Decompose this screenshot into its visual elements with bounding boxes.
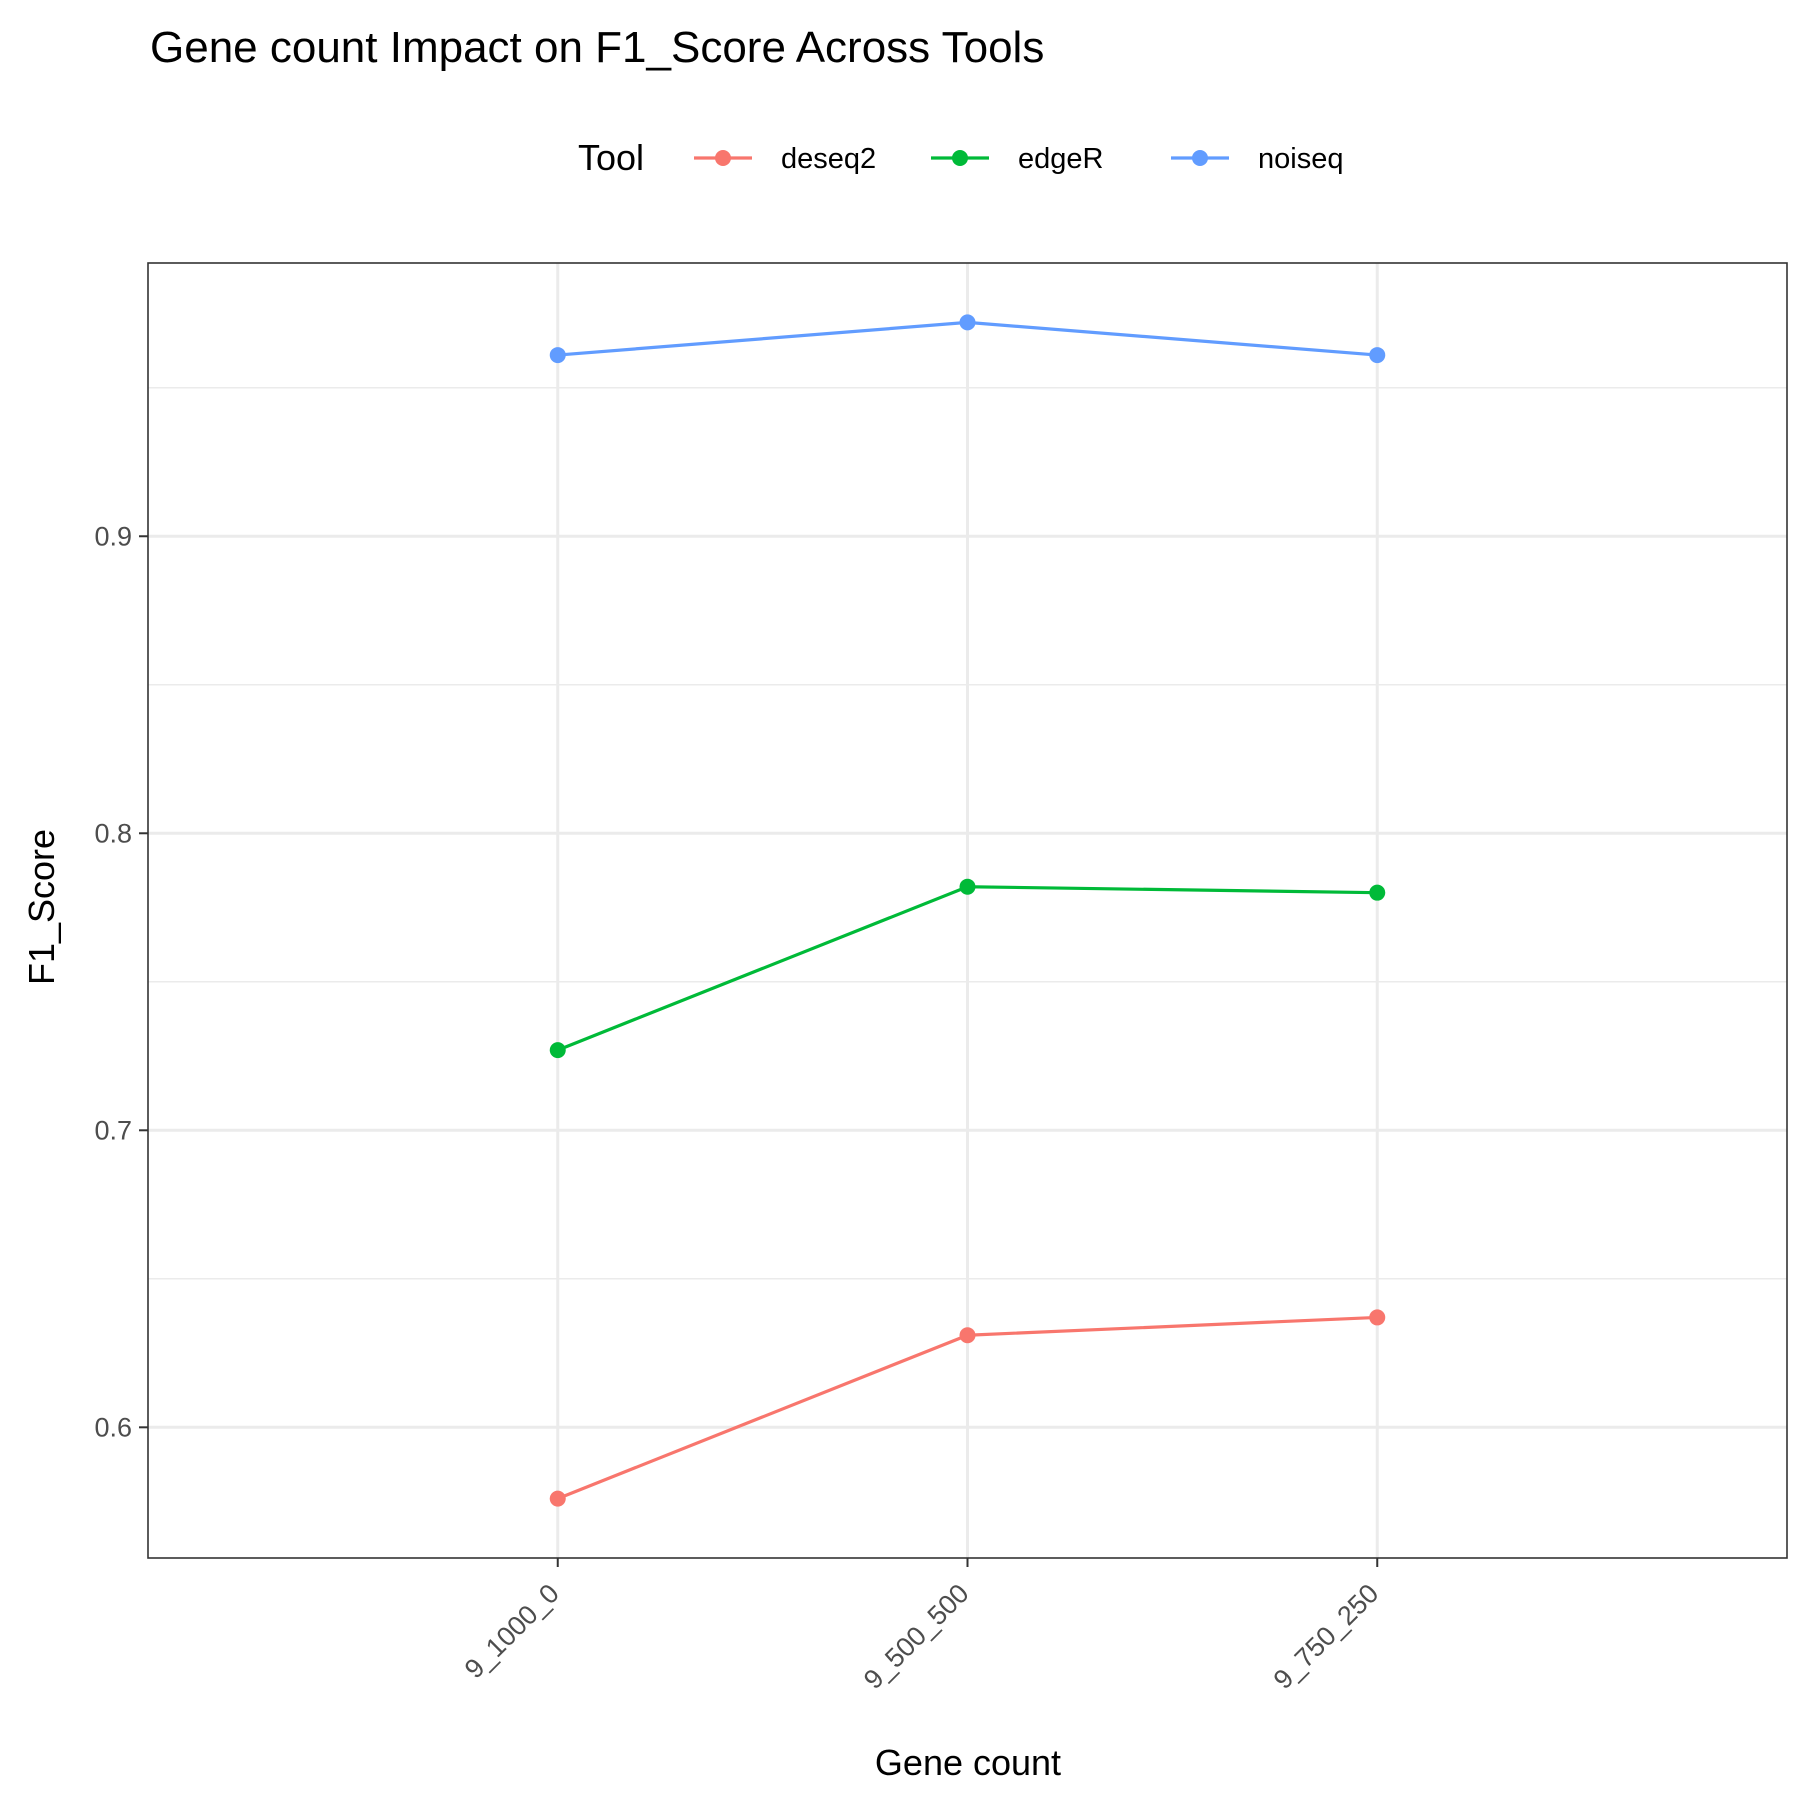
- series-edgeR: [549, 878, 1386, 1059]
- legend-label: deseq2: [781, 143, 876, 175]
- chart-title: Gene count Impact on F1_Score Across Too…: [150, 23, 1044, 72]
- y-axis-title: F1_Score: [21, 829, 62, 985]
- data-point: [959, 314, 976, 331]
- x-axis: 9_1000_0 9_500_500 9_750_250: [459, 1558, 1385, 1695]
- legend-item-deseq2: deseq2: [694, 143, 876, 175]
- data-point: [959, 1327, 976, 1344]
- data-point: [1369, 884, 1386, 901]
- series-noiseq: [549, 314, 1386, 364]
- legend-item-noiseq: noiseq: [1171, 143, 1343, 175]
- y-tick-label: 0.8: [94, 818, 132, 848]
- data-point: [549, 1490, 566, 1507]
- data-point: [1369, 347, 1386, 364]
- data-point: [549, 1042, 566, 1059]
- x-tick-label: 9_750_250: [1268, 1578, 1385, 1695]
- x-tick-label: 9_500_500: [858, 1578, 975, 1695]
- x-axis-title: Gene count: [875, 1742, 1061, 1783]
- data-point: [959, 878, 976, 895]
- legend-key-point: [1192, 150, 1208, 166]
- legend: Tool deseq2 edgeR noiseq: [578, 137, 1343, 178]
- series-layer: [549, 314, 1386, 1507]
- data-point: [549, 347, 566, 364]
- legend-item-edgeR: edgeR: [931, 143, 1103, 175]
- legend-label: noiseq: [1258, 143, 1343, 175]
- series-deseq2: [549, 1309, 1386, 1507]
- y-axis: 0.6 0.7 0.8 0.9: [94, 521, 148, 1442]
- plot-panel: [147, 262, 1788, 1559]
- legend-label: edgeR: [1018, 143, 1103, 175]
- grid-lines: [148, 263, 1787, 1558]
- y-tick-label: 0.7: [94, 1115, 132, 1145]
- legend-key-point: [715, 150, 731, 166]
- y-tick-label: 0.6: [94, 1412, 132, 1442]
- x-tick-label: 9_1000_0: [459, 1578, 565, 1684]
- legend-key-point: [952, 150, 968, 166]
- legend-title: Tool: [578, 137, 644, 178]
- data-point: [1369, 1309, 1386, 1326]
- y-tick-label: 0.9: [94, 521, 132, 551]
